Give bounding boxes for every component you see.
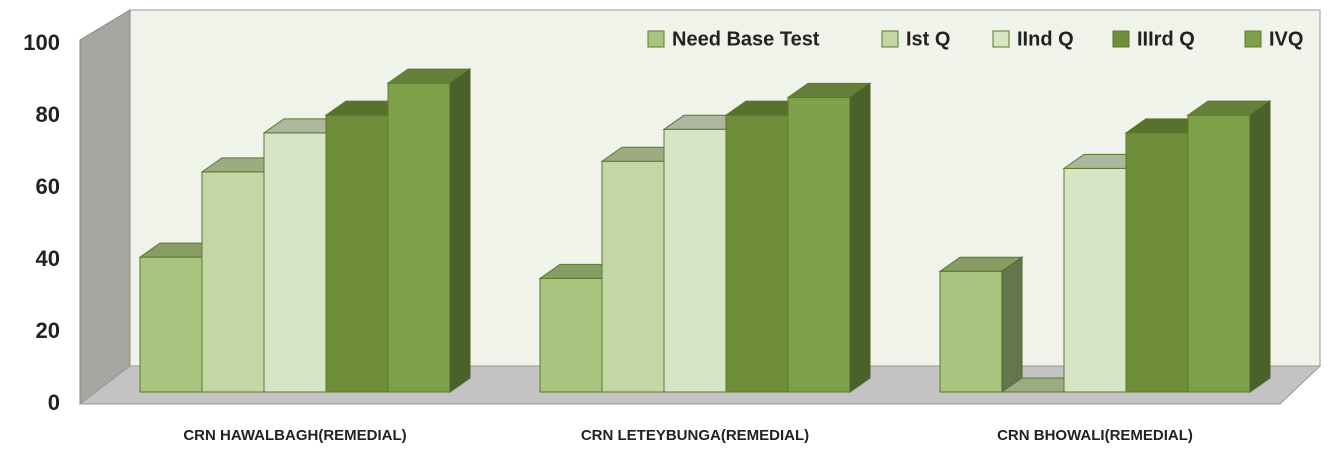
legend-swatch xyxy=(1244,30,1262,48)
y-tick-label: 0 xyxy=(48,390,60,415)
bar xyxy=(1125,132,1189,393)
bar xyxy=(601,160,665,393)
bar-side xyxy=(1249,100,1271,393)
bar xyxy=(1063,167,1127,393)
legend-label: IVQ xyxy=(1269,28,1303,50)
bar-side xyxy=(1001,256,1023,393)
bar-side xyxy=(449,68,471,393)
legend-label: IInd Q xyxy=(1017,28,1074,50)
y-tick-label: 60 xyxy=(36,174,60,199)
bar xyxy=(539,277,603,393)
y-tick-label: 20 xyxy=(36,318,60,343)
legend-swatch xyxy=(881,30,899,48)
x-tick-label: CRN HAWALBAGH(REMEDIAL) xyxy=(183,427,406,444)
legend-swatch xyxy=(647,30,665,48)
y-tick-label: 80 xyxy=(36,102,60,127)
bar xyxy=(387,82,451,393)
bar xyxy=(787,96,851,393)
side-wall xyxy=(79,9,131,406)
bar xyxy=(263,132,327,393)
legend-swatch xyxy=(1112,30,1130,48)
bar-side xyxy=(849,82,871,393)
bar xyxy=(663,128,727,393)
bar xyxy=(939,270,1003,393)
x-tick-label: CRN BHOWALI(REMEDIAL) xyxy=(997,427,1193,444)
bar xyxy=(725,114,789,393)
legend-label: Ist Q xyxy=(906,28,950,50)
legend-label: Need Base Test xyxy=(672,28,820,50)
legend-label: IIIrd Q xyxy=(1137,28,1195,50)
bar xyxy=(325,114,389,393)
x-tick-label: CRN LETEYBUNGA(REMEDIAL) xyxy=(581,427,809,444)
bar xyxy=(201,171,265,393)
y-tick-label: 100 xyxy=(23,30,60,55)
legend-swatch xyxy=(992,30,1010,48)
bar xyxy=(1187,114,1251,393)
bar xyxy=(139,256,203,393)
y-tick-label: 40 xyxy=(36,246,60,271)
